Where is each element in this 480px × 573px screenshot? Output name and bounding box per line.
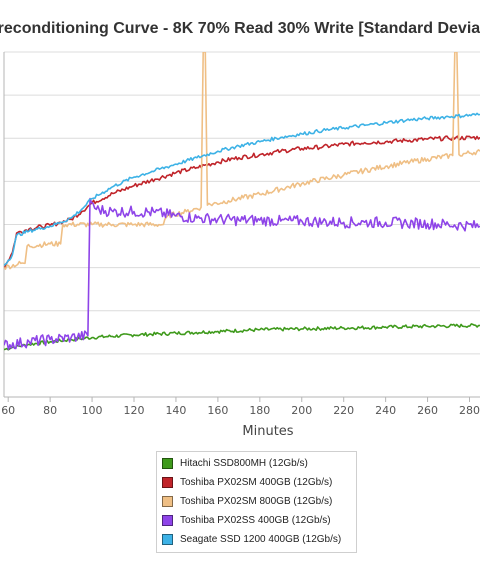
legend-swatch [162, 496, 173, 507]
series-line [4, 112, 480, 267]
x-tick-label: 240 [375, 404, 396, 417]
x-tick-label: 60 [1, 404, 15, 417]
x-tick-label: 260 [417, 404, 438, 417]
x-tick-label: 220 [333, 404, 354, 417]
x-tick-label: 80 [43, 404, 57, 417]
x-tick-label: 160 [207, 404, 228, 417]
legend-item[interactable]: Toshiba PX02SM 800GB (12Gb/s) [157, 492, 356, 511]
x-tick-label: 180 [249, 404, 270, 417]
legend-item[interactable]: Toshiba PX02SS 400GB (12Gb/s) [157, 511, 356, 530]
x-tick-label: 100 [82, 404, 103, 417]
series-line [4, 52, 480, 270]
legend-swatch [162, 515, 173, 526]
x-axis-label: Minutes [242, 424, 294, 439]
series-line [4, 135, 480, 269]
chart-title: Preconditioning Curve - 8K 70% Read 30% … [0, 20, 480, 37]
series-line [4, 323, 480, 351]
x-tick-label: 200 [291, 404, 312, 417]
x-tick-label: 140 [165, 404, 186, 417]
legend-label: Seagate SSD 1200 400GB (12Gb/s) [180, 534, 342, 545]
legend: Hitachi SSD800MH (12Gb/s) Toshiba PX02SM … [156, 451, 357, 553]
series-line [4, 197, 480, 351]
legend-swatch [162, 534, 173, 545]
x-tick-labels: 60 80 100 120 140 160 180 200 220 240 260 280 [1, 397, 480, 417]
legend-label: Toshiba PX02SS 400GB (12Gb/s) [180, 515, 331, 526]
legend-item[interactable]: Seagate SSD 1200 400GB (12Gb/s) [157, 530, 356, 549]
legend-label: Toshiba PX02SM 800GB (12Gb/s) [180, 496, 333, 507]
x-tick-label: 280 [459, 404, 480, 417]
axes [3, 52, 480, 398]
gridlines [4, 51, 480, 398]
legend-swatch [162, 458, 173, 469]
legend-item[interactable]: Toshiba PX02SM 400GB (12Gb/s) [157, 473, 356, 492]
legend-label: Toshiba PX02SM 400GB (12Gb/s) [180, 477, 333, 488]
legend-item[interactable]: Hitachi SSD800MH (12Gb/s) [157, 454, 356, 473]
legend-label: Hitachi SSD800MH (12Gb/s) [180, 458, 308, 469]
legend-swatch [162, 477, 173, 488]
x-tick-label: 120 [124, 404, 145, 417]
series-lines [4, 52, 480, 351]
